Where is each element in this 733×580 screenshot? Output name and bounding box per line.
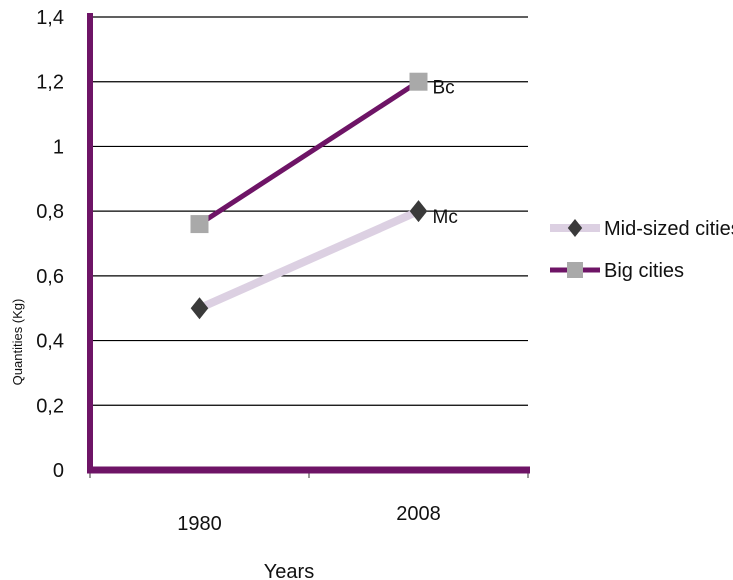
series-line (197, 207, 421, 312)
series-end-label: Bc (433, 78, 455, 99)
y-tick-label: 0,2 (36, 395, 64, 417)
series-group (190, 72, 428, 320)
y-tick-labels: 0 0,2 0,4 0,6 0,8 1 1,2 1,4 (36, 7, 64, 482)
series-end-label: Mc (433, 207, 458, 228)
y-tick-label: 0,4 (36, 331, 64, 353)
legend: Mid-sized cities Big cities (550, 218, 733, 282)
data-point (409, 200, 428, 223)
data-point (409, 72, 428, 91)
data-point (190, 215, 209, 234)
y-tick-label: 0,8 (36, 201, 64, 223)
gridlines (90, 16, 528, 406)
legend-marker (567, 219, 583, 237)
series-line (198, 79, 420, 227)
y-tick-label: 0,6 (36, 266, 64, 288)
x-tick-labels: 1980 2008 (89, 470, 529, 535)
y-tick-label: 1 (53, 136, 64, 158)
legend-label: Big cities (604, 260, 684, 282)
x-axis-title: Years (264, 561, 314, 580)
x-tick-label: 2008 (396, 503, 441, 525)
y-tick-label: 0 (53, 460, 64, 482)
axes (87, 13, 530, 474)
y-tick-label: 1,4 (36, 7, 64, 29)
x-tick-label: 1980 (177, 513, 222, 535)
y-axis-title: Quantities (Kg) (10, 299, 25, 386)
legend-marker (567, 262, 583, 278)
legend-label: Mid-sized cities (604, 218, 733, 240)
y-tick-label: 1,2 (36, 72, 64, 94)
data-point (190, 297, 209, 320)
data-labels: Mc Bc (433, 78, 458, 228)
